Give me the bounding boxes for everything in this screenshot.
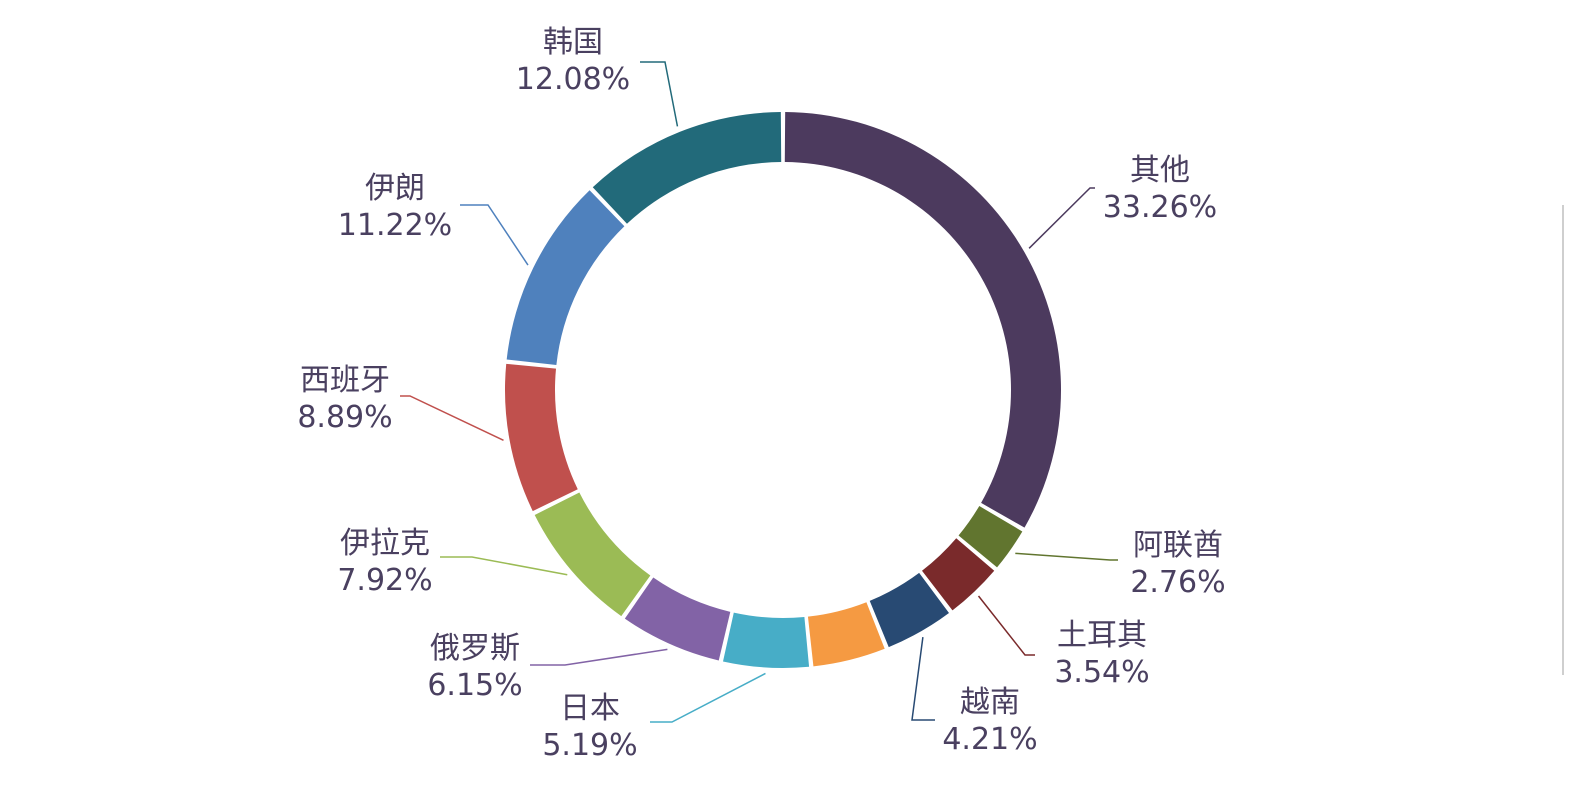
leader-line-7 (530, 648, 668, 666)
slice-name-label: 越南 (960, 685, 1020, 720)
slice-value-label: 3.54% (1054, 655, 1149, 690)
slice-value-label: 5.19% (542, 728, 637, 763)
leader-lines (400, 61, 1118, 723)
leader-line-10 (460, 204, 529, 266)
slice-name-label: 阿联酋 (1133, 528, 1223, 563)
slice-name-label: 俄罗斯 (430, 631, 520, 666)
leader-line-8 (440, 556, 568, 576)
slice-11[interactable] (592, 112, 782, 224)
slice-8[interactable] (534, 492, 651, 617)
leader-line-2 (1015, 552, 1118, 561)
slice-3[interactable] (921, 538, 995, 611)
slice-value-label: 2.76% (1130, 565, 1225, 600)
slice-name-label: 韩国 (543, 25, 603, 60)
leader-line-11 (640, 61, 679, 127)
leader-line-1 (1028, 187, 1095, 249)
slice-name-label: 伊拉克 (340, 526, 430, 561)
slice-value-label: 8.89% (297, 400, 392, 435)
leader-line-3 (977, 595, 1035, 656)
page-edge-mark (1562, 205, 1564, 675)
slice-7[interactable] (624, 577, 731, 661)
slice-value-label: 33.26% (1103, 190, 1217, 225)
leader-line-4 (911, 637, 935, 721)
slice-name-label: 伊朗 (365, 171, 425, 206)
slice-9[interactable] (505, 363, 578, 512)
slice-1[interactable] (784, 112, 1061, 528)
slice-name-label: 西班牙 (300, 363, 390, 398)
slice-name-label: 土耳其 (1057, 618, 1147, 653)
slice-4[interactable] (869, 572, 949, 648)
slice-value-label: 4.21% (942, 722, 1037, 757)
slice-value-label: 11.22% (338, 208, 452, 243)
slice-6[interactable] (723, 612, 810, 668)
slice-name-label: 日本 (560, 691, 620, 726)
slice-2[interactable] (958, 506, 1023, 568)
slice-value-label: 12.08% (516, 62, 630, 97)
slice-10[interactable] (506, 190, 625, 366)
slice-value-label: 7.92% (337, 563, 432, 598)
leader-line-6 (650, 672, 766, 723)
slice-5[interactable] (807, 602, 885, 667)
slice-value-label: 6.15% (427, 668, 522, 703)
slice-name-label: 其他 (1130, 153, 1190, 188)
leader-line-9 (400, 395, 504, 442)
slices (505, 112, 1061, 668)
